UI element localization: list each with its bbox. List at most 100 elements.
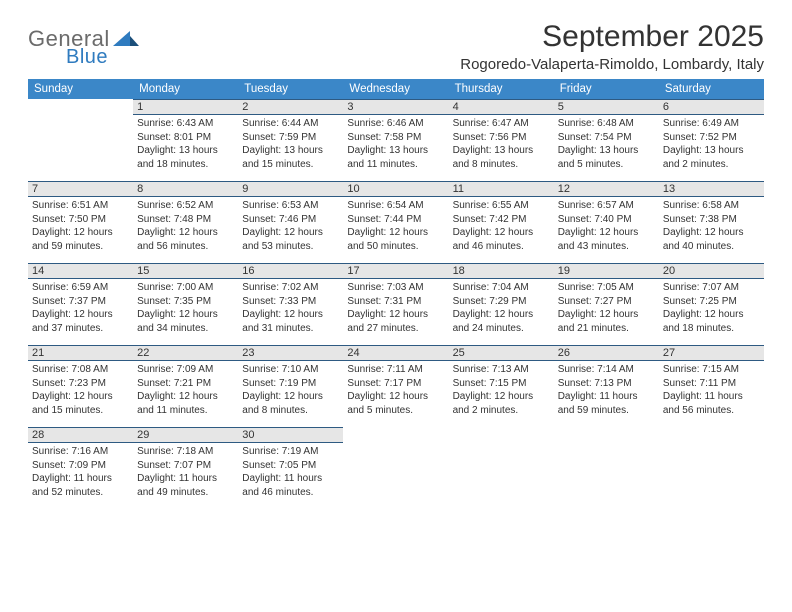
daylight-text: and 31 minutes.: [238, 322, 343, 336]
daylight-text: Daylight: 12 hours: [28, 308, 133, 322]
calendar-cell: [659, 427, 764, 509]
daylight-text: and 18 minutes.: [133, 158, 238, 172]
sunset-text: Sunset: 7:11 PM: [659, 377, 764, 391]
calendar-head: Sunday Monday Tuesday Wednesday Thursday…: [28, 79, 764, 99]
calendar-cell: 11 Sunrise: 6:55 AMSunset: 7:42 PMDayligh…: [449, 181, 554, 263]
sunrise-text: Sunrise: 6:51 AM: [28, 199, 133, 213]
sunset-text: Sunset: 7:44 PM: [343, 213, 448, 227]
sunset-text: Sunset: 7:42 PM: [449, 213, 554, 227]
day-number: 15: [133, 263, 238, 279]
calendar-week-row: 21Sunrise: 7:08 AMSunset: 7:23 PMDayligh…: [28, 345, 764, 427]
daylight-text: and 56 minutes.: [659, 404, 764, 418]
daylight-text: and 59 minutes.: [28, 240, 133, 254]
day-number: 17: [343, 263, 448, 279]
calendar-cell: 9Sunrise: 6:53 AMSunset: 7:46 PMDaylight…: [238, 181, 343, 263]
day-number: 20: [659, 263, 764, 279]
daylight-text: and 43 minutes.: [554, 240, 659, 254]
calendar-cell: [28, 99, 133, 181]
day-number: 30: [238, 427, 343, 443]
calendar-week-row: 28Sunrise: 7:16 AMSunset: 7:09 PMDayligh…: [28, 427, 764, 509]
calendar-cell: 10 Sunrise: 6:54 AMSunset: 7:44 PMDayligh…: [343, 181, 448, 263]
calendar-cell: 13Sunrise: 6:58 AMSunset: 7:38 PMDayligh…: [659, 181, 764, 263]
day-number: 21: [28, 345, 133, 361]
sunset-text: Sunset: 7:25 PM: [659, 295, 764, 309]
daylight-text: and 24 minutes.: [449, 322, 554, 336]
sunset-text: Sunset: 7:50 PM: [28, 213, 133, 227]
daylight-text: and 56 minutes.: [133, 240, 238, 254]
weekday-header: Saturday: [659, 79, 764, 99]
daylight-text: Daylight: 12 hours: [659, 226, 764, 240]
sunrise-text: Sunrise: 6:44 AM: [238, 117, 343, 131]
sunrise-text: Sunrise: 6:59 AM: [28, 281, 133, 295]
title-block: September 2025 Rogoredo-Valaperta-Rimold…: [460, 20, 764, 73]
calendar-cell: 28Sunrise: 7:16 AMSunset: 7:09 PMDayligh…: [28, 427, 133, 509]
calendar-body: 1Sunrise: 6:43 AMSunset: 8:01 PMDaylight…: [28, 99, 764, 509]
daylight-text: and 8 minutes.: [238, 404, 343, 418]
daylight-text: Daylight: 12 hours: [28, 390, 133, 404]
sunset-text: Sunset: 7:37 PM: [28, 295, 133, 309]
daylight-text: Daylight: 12 hours: [238, 390, 343, 404]
calendar-cell: 27 Sunrise: 7:15 AMSunset: 7:11 PMDayligh…: [659, 345, 764, 427]
daylight-text: and 2 minutes.: [449, 404, 554, 418]
sunset-text: Sunset: 7:07 PM: [133, 459, 238, 473]
day-number: 12: [554, 181, 659, 197]
weekday-header: Tuesday: [238, 79, 343, 99]
sunrise-text: Sunrise: 6:52 AM: [133, 199, 238, 213]
daylight-text: Daylight: 11 hours: [133, 472, 238, 486]
sunrise-text: Sunrise: 6:46 AM: [343, 117, 448, 131]
day-number: 27: [659, 345, 764, 361]
daylight-text: Daylight: 11 hours: [659, 390, 764, 404]
page: General Blue September 2025 Rogoredo-Val…: [0, 0, 792, 519]
daylight-text: and 34 minutes.: [133, 322, 238, 336]
calendar-cell: 15Sunrise: 7:00 AMSunset: 7:35 PMDayligh…: [133, 263, 238, 345]
sunset-text: Sunset: 7:54 PM: [554, 131, 659, 145]
daylight-text: Daylight: 12 hours: [343, 226, 448, 240]
day-number: 14: [28, 263, 133, 279]
sunrise-text: Sunrise: 7:18 AM: [133, 445, 238, 459]
day-number: 11: [449, 181, 554, 197]
location: Rogoredo-Valaperta-Rimoldo, Lombardy, It…: [460, 56, 764, 73]
sunrise-text: Sunrise: 7:09 AM: [133, 363, 238, 377]
calendar-cell: 29Sunrise: 7:18 AMSunset: 7:07 PMDayligh…: [133, 427, 238, 509]
day-number: 19: [554, 263, 659, 279]
calendar-cell: 26Sunrise: 7:14 AMSunset: 7:13 PMDayligh…: [554, 345, 659, 427]
calendar-cell: 20Sunrise: 7:07 AMSunset: 7:25 PMDayligh…: [659, 263, 764, 345]
day-number: 26: [554, 345, 659, 361]
day-number: 28: [28, 427, 133, 443]
daylight-text: and 49 minutes.: [133, 486, 238, 500]
sunrise-text: Sunrise: 6:54 AM: [343, 199, 448, 213]
daylight-text: and 59 minutes.: [554, 404, 659, 418]
sunrise-text: Sunrise: 6:58 AM: [659, 199, 764, 213]
sunset-text: Sunset: 7:56 PM: [449, 131, 554, 145]
calendar-cell: 6Sunrise: 6:49 AMSunset: 7:52 PMDaylight…: [659, 99, 764, 181]
daylight-text: and 52 minutes.: [28, 486, 133, 500]
day-number: 13: [659, 181, 764, 197]
calendar-cell: 4Sunrise: 6:47 AMSunset: 7:56 PMDaylight…: [449, 99, 554, 181]
day-number: 7: [28, 181, 133, 197]
calendar-week-row: 14Sunrise: 6:59 AMSunset: 7:37 PMDayligh…: [28, 263, 764, 345]
daylight-text: Daylight: 12 hours: [238, 308, 343, 322]
daylight-text: Daylight: 13 hours: [449, 144, 554, 158]
day-number: 18: [449, 263, 554, 279]
sunrise-text: Sunrise: 7:15 AM: [659, 363, 764, 377]
day-number: 6: [659, 99, 764, 115]
day-number: 2: [238, 99, 343, 115]
daylight-text: and 2 minutes.: [659, 158, 764, 172]
daylight-text: and 27 minutes.: [343, 322, 448, 336]
daylight-text: and 15 minutes.: [28, 404, 133, 418]
sunrise-text: Sunrise: 7:04 AM: [449, 281, 554, 295]
sunrise-text: Sunrise: 6:55 AM: [449, 199, 554, 213]
calendar-cell: 23Sunrise: 7:10 AMSunset: 7:19 PMDayligh…: [238, 345, 343, 427]
daylight-text: and 46 minutes.: [238, 486, 343, 500]
daylight-text: Daylight: 12 hours: [554, 226, 659, 240]
sunset-text: Sunset: 7:13 PM: [554, 377, 659, 391]
sunrise-text: Sunrise: 6:49 AM: [659, 117, 764, 131]
daylight-text: Daylight: 12 hours: [343, 390, 448, 404]
sunrise-text: Sunrise: 6:43 AM: [133, 117, 238, 131]
sunset-text: Sunset: 7:33 PM: [238, 295, 343, 309]
daylight-text: Daylight: 12 hours: [343, 308, 448, 322]
daylight-text: Daylight: 12 hours: [554, 308, 659, 322]
day-number: 10: [343, 181, 448, 197]
sunrise-text: Sunrise: 7:10 AM: [238, 363, 343, 377]
daylight-text: Daylight: 12 hours: [449, 226, 554, 240]
